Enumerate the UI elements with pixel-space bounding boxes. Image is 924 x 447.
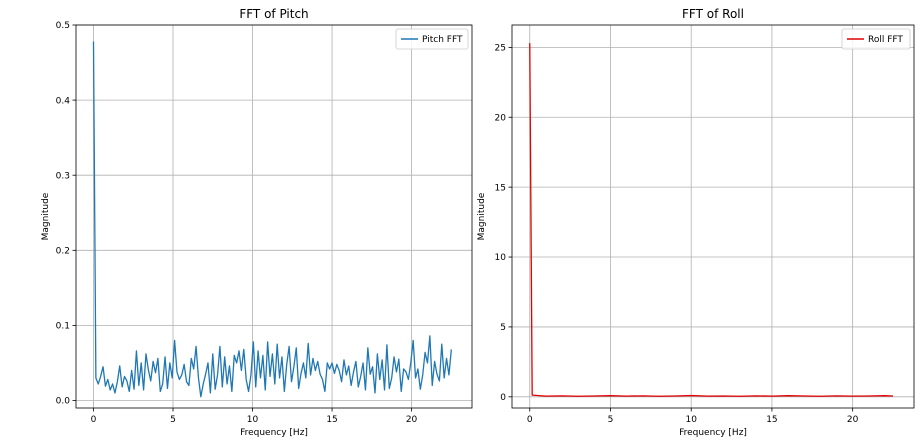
x-tick-label: 10 bbox=[685, 415, 697, 425]
x-tick-label: 20 bbox=[847, 415, 859, 425]
series-line-0 bbox=[92, 41, 452, 398]
x-tick-label: 15 bbox=[766, 415, 777, 425]
y-tick-label: 25 bbox=[495, 44, 506, 54]
x-tick-label: 15 bbox=[326, 415, 337, 425]
y-tick-label: 5 bbox=[500, 323, 506, 333]
x-axis-label: Frequency [Hz] bbox=[240, 428, 308, 438]
y-tick-label: 0.3 bbox=[56, 171, 70, 181]
series-line-0 bbox=[529, 43, 894, 397]
chart-fft-pitch: 0 5 10 15 20 0.0 0.1 0.2 0.3 0.4 0.5 FFT of Pitch Fr… bbox=[41, 7, 473, 438]
x-tick-label: 5 bbox=[608, 415, 614, 425]
chart-fft-roll: 0 5 10 15 20 0 5 10 15 20 25 FFT of Roll Frequency [… bbox=[477, 7, 915, 438]
y-axis-label: Magnitude bbox=[41, 192, 51, 240]
legend-box bbox=[841, 28, 911, 50]
y-tick-label: 15 bbox=[495, 183, 506, 193]
y-tick-label: 0.5 bbox=[56, 21, 70, 31]
x-tick-label: 20 bbox=[406, 415, 418, 425]
y-axis-label: Magnitude bbox=[477, 192, 487, 240]
chart-title: FFT of Pitch bbox=[239, 7, 308, 21]
legend-box bbox=[395, 28, 469, 50]
y-tick-label: 10 bbox=[495, 253, 507, 263]
x-tick-label: 0 bbox=[91, 415, 97, 425]
y-tick-label: 0.1 bbox=[56, 322, 70, 332]
plot-frame bbox=[511, 24, 915, 409]
y-tick-label: 20 bbox=[495, 113, 507, 123]
plot-frame bbox=[75, 24, 473, 409]
x-tick-label: 5 bbox=[170, 415, 176, 425]
legend-label: Pitch FFT bbox=[422, 35, 463, 45]
y-tick-label: 0.0 bbox=[56, 397, 71, 407]
x-axis-label: Frequency [Hz] bbox=[679, 428, 747, 438]
chart-title: FFT of Roll bbox=[682, 7, 744, 21]
x-tick-label: 0 bbox=[527, 415, 533, 425]
y-tick-label: 0.4 bbox=[56, 96, 71, 106]
legend-label: Roll FFT bbox=[868, 35, 903, 45]
x-tick-label: 10 bbox=[247, 415, 259, 425]
y-tick-label: 0.2 bbox=[56, 246, 70, 256]
y-tick-label: 0 bbox=[500, 393, 506, 403]
